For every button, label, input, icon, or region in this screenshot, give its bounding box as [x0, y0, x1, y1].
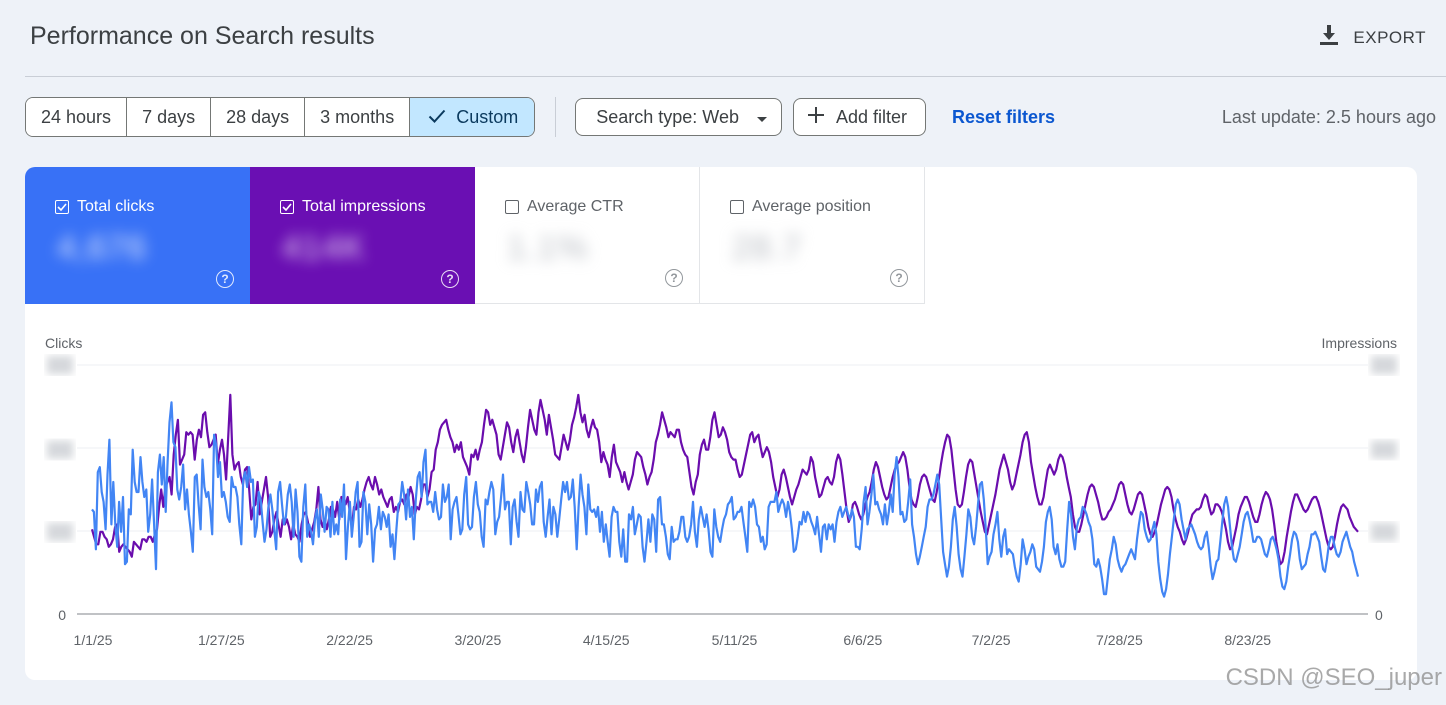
- last-update-text: Last update: 2.5 hours ago: [1221, 107, 1436, 127]
- checkbox-checked-icon[interactable]: [55, 200, 69, 214]
- range-24-hours[interactable]: 24 hours: [26, 98, 128, 136]
- export-button[interactable]: EXPORT: [1319, 24, 1426, 51]
- checkbox-checked-icon[interactable]: [280, 200, 294, 214]
- add-filter-button[interactable]: Add filter: [792, 98, 927, 136]
- reset-filters-link[interactable]: Reset filters: [952, 106, 1056, 127]
- x-tick-label: 6/6/25: [843, 632, 882, 648]
- date-range-selector: 24 hours 7 days 28 days 3 months Custom: [25, 97, 536, 137]
- metric-total-impressions-header: Total impressions: [280, 198, 426, 216]
- metric-total-clicks[interactable]: Total clicks 4,676 ?: [25, 167, 250, 304]
- y-tick-label-left: 0: [58, 607, 66, 623]
- x-tick-label: 3/20/25: [455, 632, 502, 648]
- page-title: Performance on Search results: [30, 22, 375, 50]
- search-type-dropdown[interactable]: Search type: Web: [575, 98, 782, 136]
- x-tick-label: 7/2/25: [972, 632, 1011, 648]
- series-line-impressions: [90, 393, 1359, 566]
- watermark: CSDN @SEO_juper: [1225, 664, 1442, 691]
- x-tick-label: 7/28/25: [1096, 632, 1143, 648]
- y-axis-label-right: Impressions: [1322, 335, 1397, 351]
- metric-value: 28.7: [732, 229, 803, 267]
- metric-average-position[interactable]: Average position 28.7 ?: [700, 167, 925, 304]
- range-7-days[interactable]: 7 days: [127, 98, 212, 136]
- y-axis-label-left: Clicks: [45, 335, 82, 351]
- plus-icon: [806, 105, 826, 130]
- header-divider: [25, 76, 1446, 77]
- metric-average-position-header: Average position: [730, 198, 871, 216]
- help-icon[interactable]: ?: [665, 269, 683, 287]
- x-tick-label: 2/22/25: [326, 632, 373, 648]
- x-tick-label: 1/27/25: [198, 632, 245, 648]
- performance-chart: Clicks Impressions 0 0 1/1/25 1/27/25 2/22/25 3…: [45, 335, 1397, 648]
- metric-label: Total impressions: [302, 198, 426, 215]
- range-custom[interactable]: Custom: [410, 98, 535, 136]
- download-icon: [1319, 24, 1339, 51]
- performance-card: Total clicks 4,676 ? Total impressions 4…: [25, 167, 1417, 680]
- help-icon[interactable]: ?: [441, 270, 459, 288]
- series-line-clicks: [91, 401, 1360, 598]
- add-filter-label: Add filter: [835, 106, 908, 127]
- checkbox-unchecked-icon[interactable]: [505, 200, 519, 214]
- help-icon[interactable]: ?: [890, 269, 908, 287]
- y-tick-label-right: [1371, 440, 1397, 459]
- range-28-days[interactable]: 28 days: [211, 98, 306, 136]
- metric-total-impressions[interactable]: Total impressions 414K ?: [250, 167, 475, 304]
- toolbar-divider: [555, 97, 557, 137]
- metric-label: Total clicks: [77, 198, 155, 215]
- help-icon[interactable]: ?: [216, 270, 234, 288]
- y-tick-label-right: 0: [1375, 607, 1383, 623]
- x-tick-label: 5/11/25: [712, 632, 758, 648]
- metric-average-ctr-header: Average CTR: [505, 198, 624, 216]
- metric-label: Average position: [752, 198, 871, 215]
- metric-value: 1.1%: [507, 229, 589, 267]
- metric-label: Average CTR: [527, 198, 624, 215]
- range-custom-label: Custom: [456, 106, 519, 127]
- metric-average-ctr[interactable]: Average CTR 1.1% ?: [475, 167, 700, 304]
- metric-value: 4,676: [57, 229, 148, 267]
- caret-down-icon: [756, 107, 767, 128]
- y-tick-label-left: [47, 522, 73, 541]
- search-type-label: Search type: Web: [596, 106, 739, 127]
- y-tick-label-right: [1371, 356, 1397, 374]
- export-label: EXPORT: [1353, 27, 1426, 47]
- range-3-months[interactable]: 3 months: [305, 98, 411, 136]
- metric-tiles: Total clicks 4,676 ? Total impressions 4…: [25, 167, 925, 304]
- y-tick-label-left: [47, 440, 73, 459]
- checkbox-unchecked-icon[interactable]: [730, 200, 744, 214]
- y-tick-label-left: [47, 356, 73, 374]
- metric-value: 414K: [282, 229, 366, 267]
- x-tick-label: 8/23/25: [1224, 632, 1271, 648]
- y-tick-label-right: [1371, 522, 1397, 541]
- x-tick-label: 1/1/25: [74, 632, 113, 648]
- x-tick-label: 4/15/25: [583, 632, 630, 648]
- check-icon: [428, 107, 446, 128]
- metric-total-clicks-header: Total clicks: [55, 198, 154, 216]
- filter-toolbar: 24 hours 7 days 28 days 3 months Custom …: [25, 97, 1055, 137]
